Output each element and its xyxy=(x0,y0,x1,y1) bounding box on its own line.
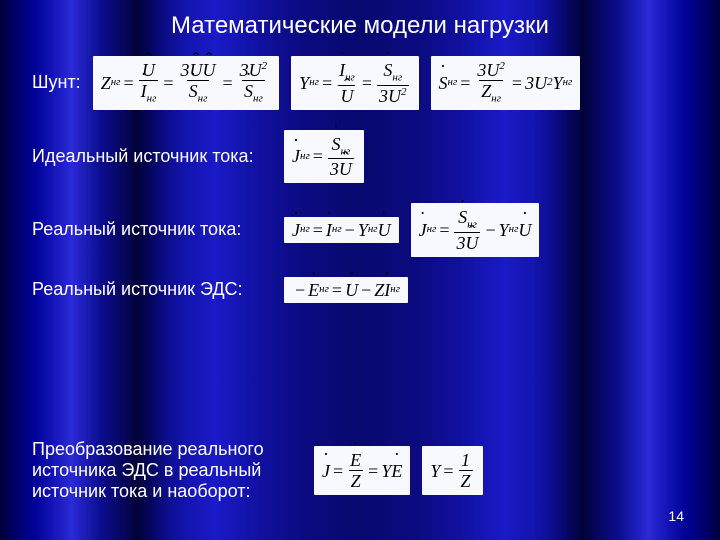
formula-ideal-j: Jнг= Sнг3U xyxy=(284,130,364,184)
page-title: Математические модели нагрузки xyxy=(32,12,688,40)
label-transform: Преобразование реального источника ЭДС в… xyxy=(32,439,302,502)
label-real-current: Реальный источник тока: xyxy=(32,219,272,240)
formula-transform-y: Y= 1Z xyxy=(422,446,482,495)
formula-real-j2: Jнг= Sнг3U −YнгU xyxy=(411,203,540,257)
row-real-emf: Реальный источник ЭДС: −Eнг=U−ZIнг xyxy=(32,277,688,303)
slide: Математические модели нагрузки Шунт: Zнг… xyxy=(0,0,720,540)
row-ideal-current: Идеальный источник тока: Jнг= Sнг3U xyxy=(32,130,688,184)
formula-shunt-s: Sнг= 3U2Zнг =3U2Yнг xyxy=(431,56,581,110)
label-real-emf: Реальный источник ЭДС: xyxy=(32,279,272,300)
label-shunt: Шунт: xyxy=(32,72,81,93)
page-number: 14 xyxy=(668,508,684,524)
formula-transform-j: J= EZ =YE xyxy=(314,446,410,495)
row-real-current: Реальный источник тока: Jнг=Iнг−YнгU Jнг… xyxy=(32,203,688,257)
formula-shunt-z: Zнг= UIнг = 3UUSнг = 3U2Sнг xyxy=(93,56,279,110)
row-shunt: Шунт: Zнг= UIнг = 3UUSнг = 3U2Sнг Yнг= I… xyxy=(32,56,688,110)
label-ideal-current: Идеальный источник тока: xyxy=(32,146,272,167)
formula-shunt-y: Yнг= IнгU = Sнг3U2 xyxy=(291,56,418,110)
formula-real-emf: −Eнг=U−ZIнг xyxy=(284,277,408,303)
row-transform: Преобразование реального источника ЭДС в… xyxy=(32,439,688,502)
formula-real-j1: Jнг=Iнг−YнгU xyxy=(284,217,399,243)
